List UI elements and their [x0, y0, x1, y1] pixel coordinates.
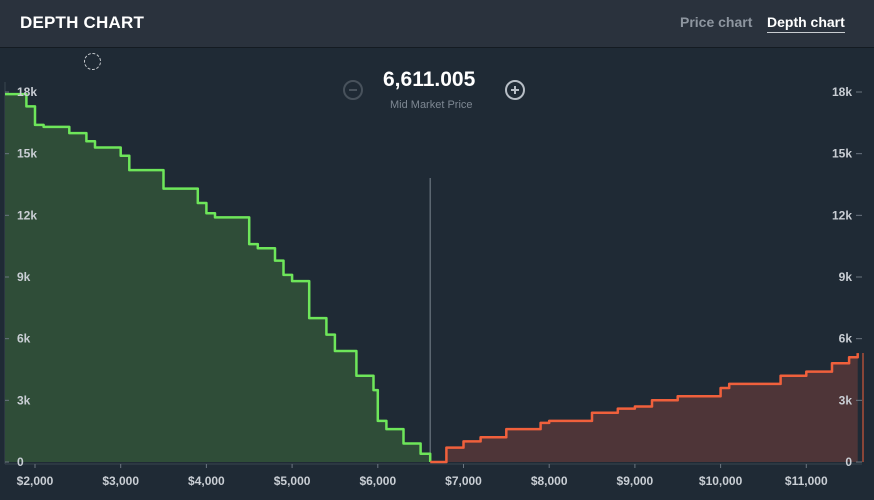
chart-title: DEPTH CHART [20, 13, 145, 32]
depth-chart-svg: 0 0 3k 3k 6k 6k 9k 9k 12k 12k 15k 15k 18k 18k $2,000 $3… [4, 82, 864, 488]
tab-price-chart[interactable]: Price chart [680, 14, 753, 30]
x-tick-label: $5,000 [274, 474, 311, 488]
bid-line [5, 92, 432, 462]
zoom-in-button[interactable] [505, 80, 525, 100]
y-tick-label-left: 3k [17, 393, 31, 407]
chart-header: DEPTH CHART Price chart Depth chart [0, 0, 874, 48]
y-tick-label-left: 6k [17, 332, 31, 346]
zoom-out-button[interactable] [343, 80, 363, 100]
mid-market-price-value: 6,611.005 [383, 68, 476, 91]
y-tick-label-left: 12k [17, 208, 37, 222]
y-tick-label-left: 15k [17, 147, 37, 161]
minus-icon [349, 89, 357, 91]
x-tick-label: $10,000 [699, 474, 743, 488]
x-tick-label: $3,000 [102, 474, 139, 488]
y-tick-label-right: 12k [832, 208, 852, 222]
x-tick-label: $9,000 [617, 474, 654, 488]
y-tick-label-right: 18k [832, 85, 852, 99]
x-tick-label: $6,000 [359, 474, 396, 488]
y-tick-label-right: 6k [839, 332, 853, 346]
x-tick-label: $4,000 [188, 474, 225, 488]
ask-line [430, 353, 859, 464]
tab-depth-chart[interactable]: Depth chart [767, 14, 845, 33]
x-tick-label: $7,000 [445, 474, 482, 488]
y-tick-label-left: 18k [17, 85, 37, 99]
depth-chart-area: 0 0 3k 3k 6k 6k 9k 9k 12k 12k 15k 15k 18k 18k $2,000 $3… [0, 48, 874, 500]
x-tick-label: $11,000 [785, 474, 828, 488]
y-tick-label-right: 9k [839, 270, 853, 284]
y-tick-label-right: 15k [832, 147, 852, 161]
plus-icon-vertical [514, 86, 516, 94]
y-tick-label-left: 9k [17, 270, 31, 284]
x-tick-label: $2,000 [17, 474, 54, 488]
loading-spinner-icon [84, 53, 101, 70]
bid-area [5, 94, 431, 462]
mid-market-price-label: Mid Market Price [390, 99, 473, 111]
x-tick-label: $8,000 [531, 474, 568, 488]
y-tick-label-right: 3k [839, 393, 853, 407]
y-tick-label-left: 0 [17, 455, 24, 469]
y-tick-label-right: 0 [845, 455, 852, 469]
